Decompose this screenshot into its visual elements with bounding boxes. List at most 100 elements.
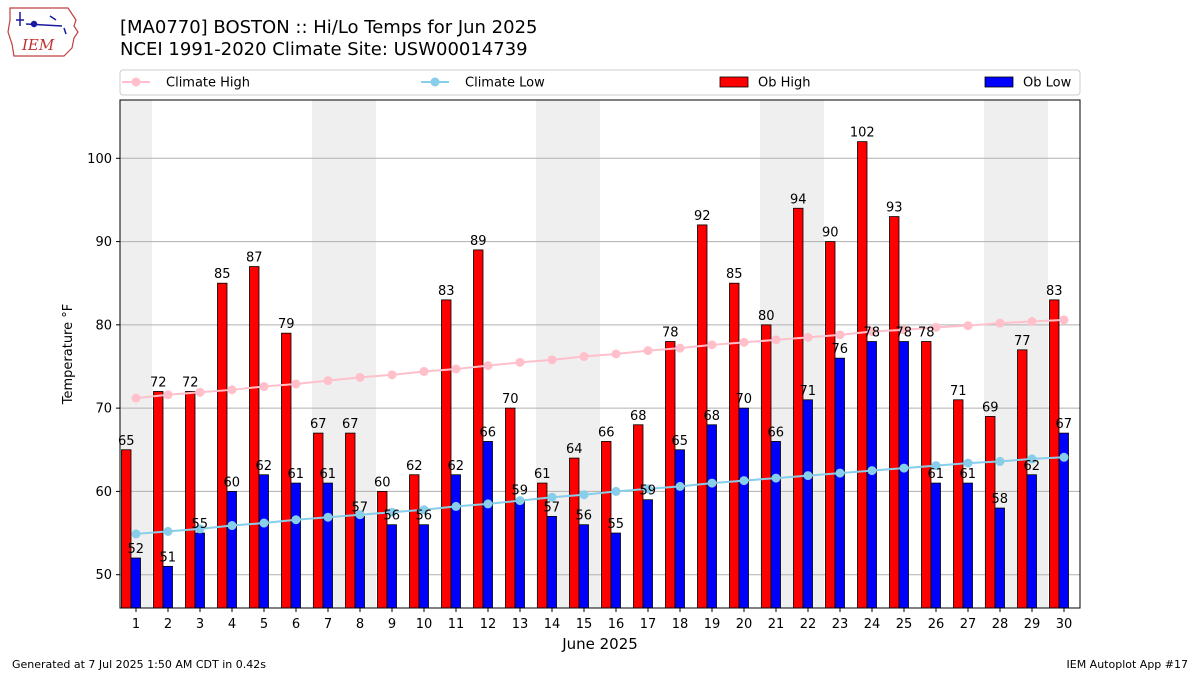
ob-low-bar (162, 565, 173, 609)
app-label: IEM Autoplot App #17 (1066, 658, 1189, 671)
climate-low-point (771, 473, 781, 483)
ob-high-label: 69 (982, 400, 999, 415)
ob-low-bar (578, 524, 589, 609)
climate-low-point (579, 490, 589, 500)
ob-low-label: 55 (191, 517, 208, 532)
ob-low-label: 61 (927, 467, 944, 482)
y-axis-title: Temperature °F (61, 304, 76, 405)
ob-low-label: 59 (511, 484, 528, 499)
climate-low-point (803, 471, 813, 481)
x-tick-label: 9 (388, 617, 396, 632)
x-tick-label: 26 (928, 617, 945, 632)
x-tick-label: 20 (736, 617, 753, 632)
climate-high-point (707, 340, 717, 350)
ob-low-label: 57 (543, 500, 560, 515)
ob-low-bar (802, 399, 813, 609)
ob-high-label: 64 (566, 442, 583, 457)
ob-low-bar (418, 524, 429, 609)
ob-high-label: 90 (822, 226, 839, 241)
climate-low-point (643, 484, 653, 494)
x-tick-label: 18 (672, 617, 689, 632)
ob-low-bar (130, 557, 141, 609)
x-tick-label: 30 (1056, 617, 1073, 632)
ob-high-bar (1049, 299, 1060, 609)
x-tick-label: 19 (704, 617, 721, 632)
climate-low-point (995, 456, 1005, 466)
ob-high-bar (569, 457, 580, 609)
ob-low-label: 71 (799, 384, 816, 399)
x-tick-label: 16 (608, 617, 625, 632)
climate-high-point (611, 349, 621, 359)
ob-high-bar (121, 449, 132, 609)
ob-low-label: 62 (255, 459, 272, 474)
ob-high-legend-label: Ob High (758, 76, 811, 91)
climate-high-point (1027, 317, 1037, 327)
climate-low-point (195, 524, 205, 534)
ob-low-label: 67 (1055, 417, 1072, 432)
climate-high-point (419, 366, 429, 376)
ob-low-bar (642, 499, 653, 609)
ob-low-bar (962, 482, 973, 609)
ob-high-label: 94 (790, 192, 807, 207)
ob-low-bar (354, 515, 365, 609)
ob-high-label: 83 (1046, 284, 1063, 299)
ob-low-label: 56 (383, 509, 400, 524)
ob-low-bar (930, 482, 941, 609)
climate-low-point (355, 510, 365, 520)
y-tick-label: 100 (87, 152, 112, 167)
ob-high-label: 61 (534, 467, 551, 482)
iowa-outline-icon (7, 7, 79, 57)
climate-high-point (163, 390, 173, 400)
ob-low-label: 52 (127, 542, 144, 557)
ob-high-bar (313, 432, 324, 609)
climate-high-point (579, 351, 589, 361)
climate-high-point (355, 372, 365, 382)
ob-high-bar (249, 266, 260, 609)
ob-high-bar (505, 407, 516, 609)
climate-low-point (899, 463, 909, 473)
climate-high-point (323, 376, 333, 386)
ob-low-label: 57 (351, 500, 368, 515)
climate-high-point (547, 355, 557, 365)
climate-high-point (131, 393, 141, 403)
climate-low-point (163, 526, 173, 536)
ob-low-label: 56 (575, 509, 592, 524)
x-tick-label: 22 (800, 617, 817, 632)
iem-logo: IEM (7, 7, 79, 57)
ob-high-label: 62 (406, 459, 423, 474)
x-tick-label: 15 (576, 617, 593, 632)
ob-high-label: 77 (1014, 334, 1031, 349)
ob-low-bar (1026, 474, 1037, 609)
climate-high-point (835, 330, 845, 340)
climate-high-legend-label: Climate High (166, 76, 250, 91)
climate-low-point (547, 492, 557, 502)
climate-high-point (483, 361, 493, 371)
ob-high-label: 60 (374, 475, 391, 490)
ob-low-label: 58 (991, 492, 1008, 507)
ob-low-label: 62 (447, 459, 464, 474)
ob-low-label: 55 (607, 517, 624, 532)
x-tick-label: 28 (992, 617, 1009, 632)
ob-high-bar (185, 391, 196, 609)
generated-timestamp: Generated at 7 Jul 2025 1:50 AM CDT in 0… (12, 658, 266, 671)
climate-low-legend-marker (430, 77, 440, 87)
ob-low-bar (290, 482, 301, 609)
climate-low-point (259, 518, 269, 528)
ob-high-bar (633, 424, 644, 609)
ob-low-bar (834, 357, 845, 609)
ob-high-label: 85 (214, 267, 231, 282)
climate-low-point (675, 481, 685, 491)
ob-high-label: 72 (150, 375, 167, 390)
x-tick-label: 23 (832, 617, 849, 632)
ob-low-bar (226, 491, 237, 609)
ob-high-bar (1017, 349, 1028, 609)
ob-high-bar (889, 216, 900, 609)
ob-low-label: 66 (767, 425, 784, 440)
x-tick-label: 29 (1024, 617, 1041, 632)
ob-low-legend-label: Ob Low (1023, 76, 1072, 91)
ob-high-label: 65 (118, 434, 135, 449)
y-tick-label: 60 (95, 485, 112, 500)
ob-high-label: 66 (598, 425, 615, 440)
x-tick-label: 3 (196, 617, 204, 632)
chart-subtitle: NCEI 1991-2020 Climate Site: USW00014739 (120, 39, 528, 60)
